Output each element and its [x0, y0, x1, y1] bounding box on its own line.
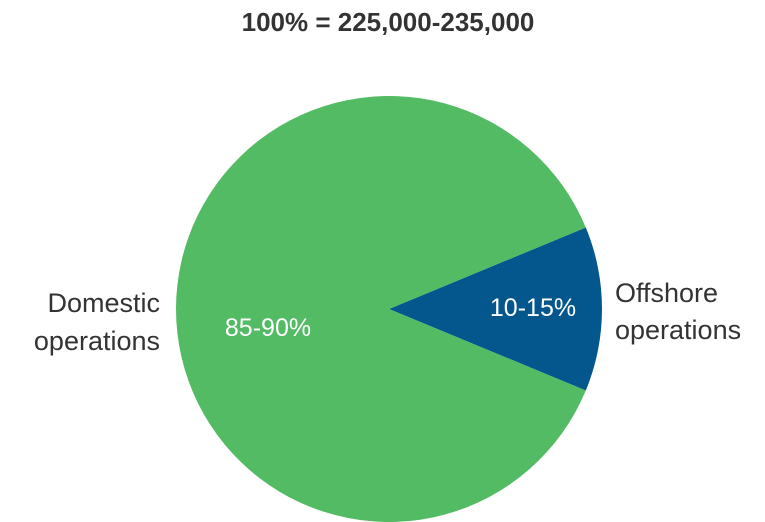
pie-slice-domestic — [175, 95, 586, 522]
chart-title: 100% = 225,000-235,000 — [242, 7, 535, 37]
category-label-offshore-line2: operations — [615, 315, 741, 345]
category-label-offshore-line1: Offshore — [615, 278, 718, 308]
value-label-offshore: 10-15% — [490, 294, 576, 322]
value-label-domestic: 85-90% — [225, 314, 311, 342]
pie-slice-offshore — [389, 227, 602, 391]
category-label-domestic-line1: Domestic — [47, 288, 160, 318]
pie-slices — [175, 95, 602, 522]
category-label-domestic-line2: operations — [34, 326, 160, 356]
